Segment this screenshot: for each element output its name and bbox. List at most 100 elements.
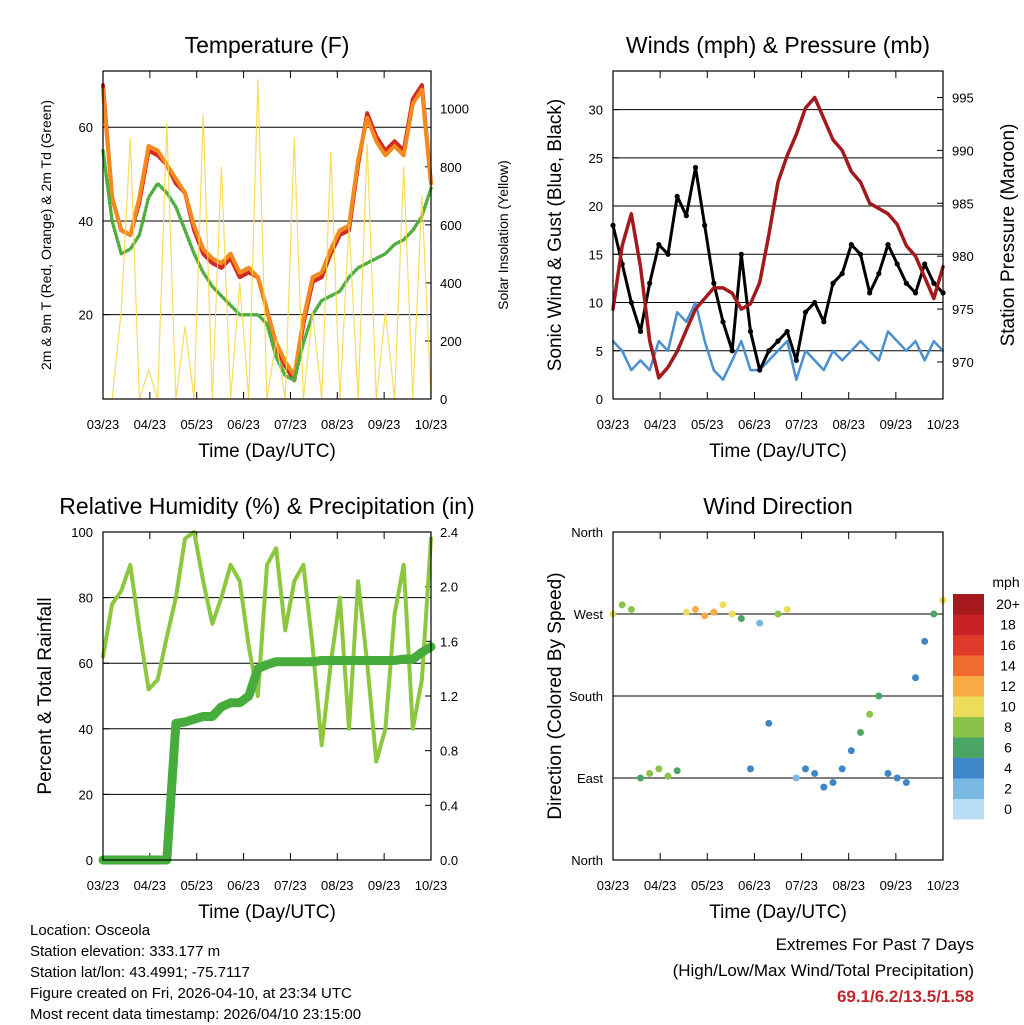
legend-label: 10 [1000, 699, 1016, 715]
y-right-tick-label: 980 [952, 249, 974, 264]
y-right-tick-label: 800 [440, 160, 462, 175]
gust-point [720, 319, 726, 325]
x-tick-label: 06/23 [227, 417, 260, 432]
extremes-values: 69.1/6.2/13.5/1.58 [836, 987, 974, 1006]
gust-point [784, 328, 790, 335]
x-tick-label: 04/23 [134, 878, 167, 893]
gust-point [802, 309, 809, 315]
y-axis-label-4: Direction (Colored By Speed) [545, 572, 566, 819]
x-tick-label: 04/23 [644, 878, 677, 893]
legend-swatch [953, 614, 984, 635]
x-tick-label: 09/23 [880, 417, 913, 432]
x-tick-label: 09/23 [368, 417, 401, 432]
direction-point [902, 779, 910, 787]
extremes-subtitle: (High/Low/Max Wind/Total Precipitation) [672, 961, 974, 980]
chart-title-4: Wind Direction [703, 493, 853, 519]
gust-point [912, 290, 919, 296]
direction-point [673, 767, 681, 775]
x-tick-label: 03/23 [87, 878, 120, 893]
gust-point [922, 261, 928, 267]
x-tick-label: 10/23 [415, 878, 448, 893]
x-tick-label: 05/23 [180, 417, 213, 432]
legend-label: 12 [1000, 678, 1016, 694]
latlon-text: Station lat/lon: 43.4991; -75.7117 [30, 964, 250, 981]
x-tick-label: 03/23 [597, 417, 630, 432]
y-tick-label: North [571, 525, 603, 540]
direction-point [811, 769, 819, 777]
direction-point [682, 608, 690, 616]
y-tick-label: 30 [589, 103, 603, 118]
gust-point [903, 280, 909, 286]
y-right-tick-label: 0.8 [440, 744, 458, 759]
y-right-tick-label: 975 [952, 302, 974, 317]
plot-frame [612, 531, 944, 861]
legend-swatch [953, 655, 984, 676]
legend-swatch [953, 737, 984, 758]
gust-point [766, 348, 772, 354]
y-axis-label-1: 2m & 9m T (Red, Orange) & 2m Td (Green) [38, 100, 54, 370]
x-tick-label: 08/23 [832, 878, 865, 893]
legend-swatch [953, 635, 984, 656]
station-info: Location: Osceola Station elevation: 333… [30, 920, 361, 1025]
x-tick-label: 08/23 [832, 417, 865, 432]
direction-point [847, 747, 855, 755]
direction-point [884, 769, 892, 777]
y-tick-label: 40 [79, 214, 93, 229]
plot-frame [102, 70, 432, 400]
y-tick-label: 5 [596, 344, 603, 359]
gust-point [674, 193, 680, 200]
legend-swatch [953, 676, 984, 697]
series-station-pressure [611, 95, 945, 380]
legend-swatch [953, 799, 984, 820]
gust-point [830, 280, 836, 286]
y-tick-label: 60 [79, 120, 93, 135]
gust-point [711, 280, 717, 286]
created-text: Figure created on Fri, 2026-04-10, at 23… [30, 985, 352, 1002]
gust-point [628, 299, 634, 306]
direction-point [792, 774, 800, 782]
x-tick-label: 06/23 [738, 417, 771, 432]
x-tick-label: 10/23 [927, 878, 960, 893]
direction-point [829, 779, 837, 787]
y-tick-label: 100 [71, 525, 93, 540]
x-tick-label: 09/23 [368, 878, 401, 893]
direction-point [646, 769, 654, 777]
y-tick-label: 0 [86, 853, 93, 868]
x-tick-label: 06/23 [738, 878, 771, 893]
direction-point [655, 765, 663, 773]
direction-point [838, 765, 846, 773]
direction-point [875, 692, 883, 700]
gust-point [683, 213, 689, 219]
y-tick-label: 40 [79, 722, 93, 737]
gust-point [775, 338, 781, 344]
x-tick-label: 04/23 [644, 417, 677, 432]
legend-title: mph [992, 574, 1019, 590]
y-tick-label: 10 [589, 296, 603, 311]
y-axis-label-2: Sonic Wind & Gust (Blue, Black) [545, 99, 566, 371]
x-axis-label-2: Time (Day/UTC) [709, 441, 847, 462]
y-tick-label: 0 [596, 392, 603, 407]
chart-panel-4: Wind Direction Time (Day/UTC) Direction (C… [545, 493, 1020, 923]
direction-point [664, 772, 672, 780]
legend-label: 6 [1004, 740, 1012, 756]
series-9m-t [101, 87, 433, 378]
series-total-rainfall [98, 642, 436, 865]
x-tick-label: 05/23 [691, 878, 724, 893]
y-right-tick-label: 1000 [440, 102, 469, 117]
chart-panel-3: Relative Humidity (%) & Precipitation (i… [35, 493, 475, 923]
y-tick-label: West [574, 607, 604, 622]
recent-text: Most recent data timestamp: 2026/04/10 2… [30, 1006, 362, 1023]
extremes-box: Extremes For Past 7 Days (High/Low/Max W… [673, 932, 974, 1010]
direction-point [710, 608, 718, 616]
y-axis-right-label-1: Solar Insolation (Yellow) [495, 160, 511, 310]
direction-point [866, 710, 874, 718]
legend-label: 0 [1004, 801, 1012, 817]
y-right-tick-label: 2.4 [440, 525, 458, 540]
gust-point [839, 270, 845, 277]
legend-label: 16 [1000, 637, 1016, 653]
direction-point [728, 610, 736, 618]
x-tick-label: 06/23 [227, 878, 260, 893]
x-tick-label: 10/23 [927, 417, 960, 432]
direction-point [692, 605, 699, 613]
